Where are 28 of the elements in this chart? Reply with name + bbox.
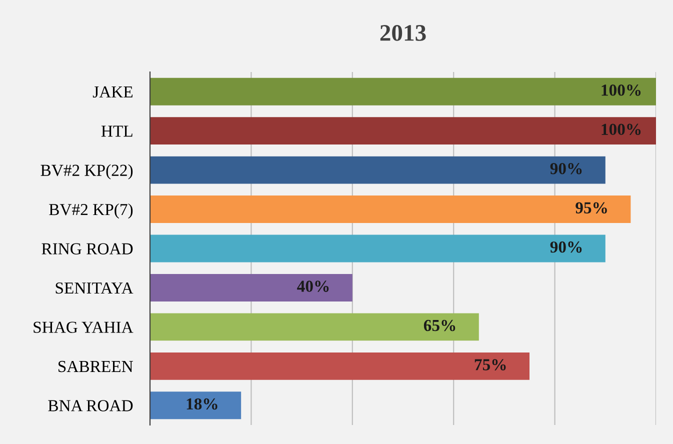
bar xyxy=(150,274,352,302)
data-label: 75% xyxy=(474,359,506,370)
bar xyxy=(150,78,656,106)
bar xyxy=(150,156,606,184)
y-tick-label: SABREEN xyxy=(58,360,133,372)
y-tick-label: BNA ROAD xyxy=(48,400,133,412)
y-tick-label: BV#2 KP(22) xyxy=(40,164,133,180)
data-label: 65% xyxy=(424,320,456,332)
data-label: 100% xyxy=(602,84,641,96)
y-tick-label: SENITAYA xyxy=(56,282,134,294)
y-tick-label: HTL xyxy=(101,126,132,137)
y-tick-label: JAKE xyxy=(92,86,133,98)
data-label: 40% xyxy=(297,280,329,292)
bar xyxy=(150,313,479,341)
y-tick-label: SHAG YAHIA xyxy=(34,322,134,333)
bar xyxy=(150,234,606,262)
chart-title: 2013 xyxy=(380,24,426,41)
bar xyxy=(150,117,656,145)
y-tick-label: RING ROAD xyxy=(42,243,133,254)
bar xyxy=(150,392,242,420)
data-label: 90% xyxy=(550,162,582,174)
bar xyxy=(150,196,631,224)
bar xyxy=(150,352,530,380)
data-label: 90% xyxy=(550,241,582,253)
data-label: 18% xyxy=(186,398,218,410)
data-label: 95% xyxy=(576,202,607,214)
data-label: 100% xyxy=(602,124,641,136)
y-tick-label: BV#2 KP(7) xyxy=(49,203,133,219)
